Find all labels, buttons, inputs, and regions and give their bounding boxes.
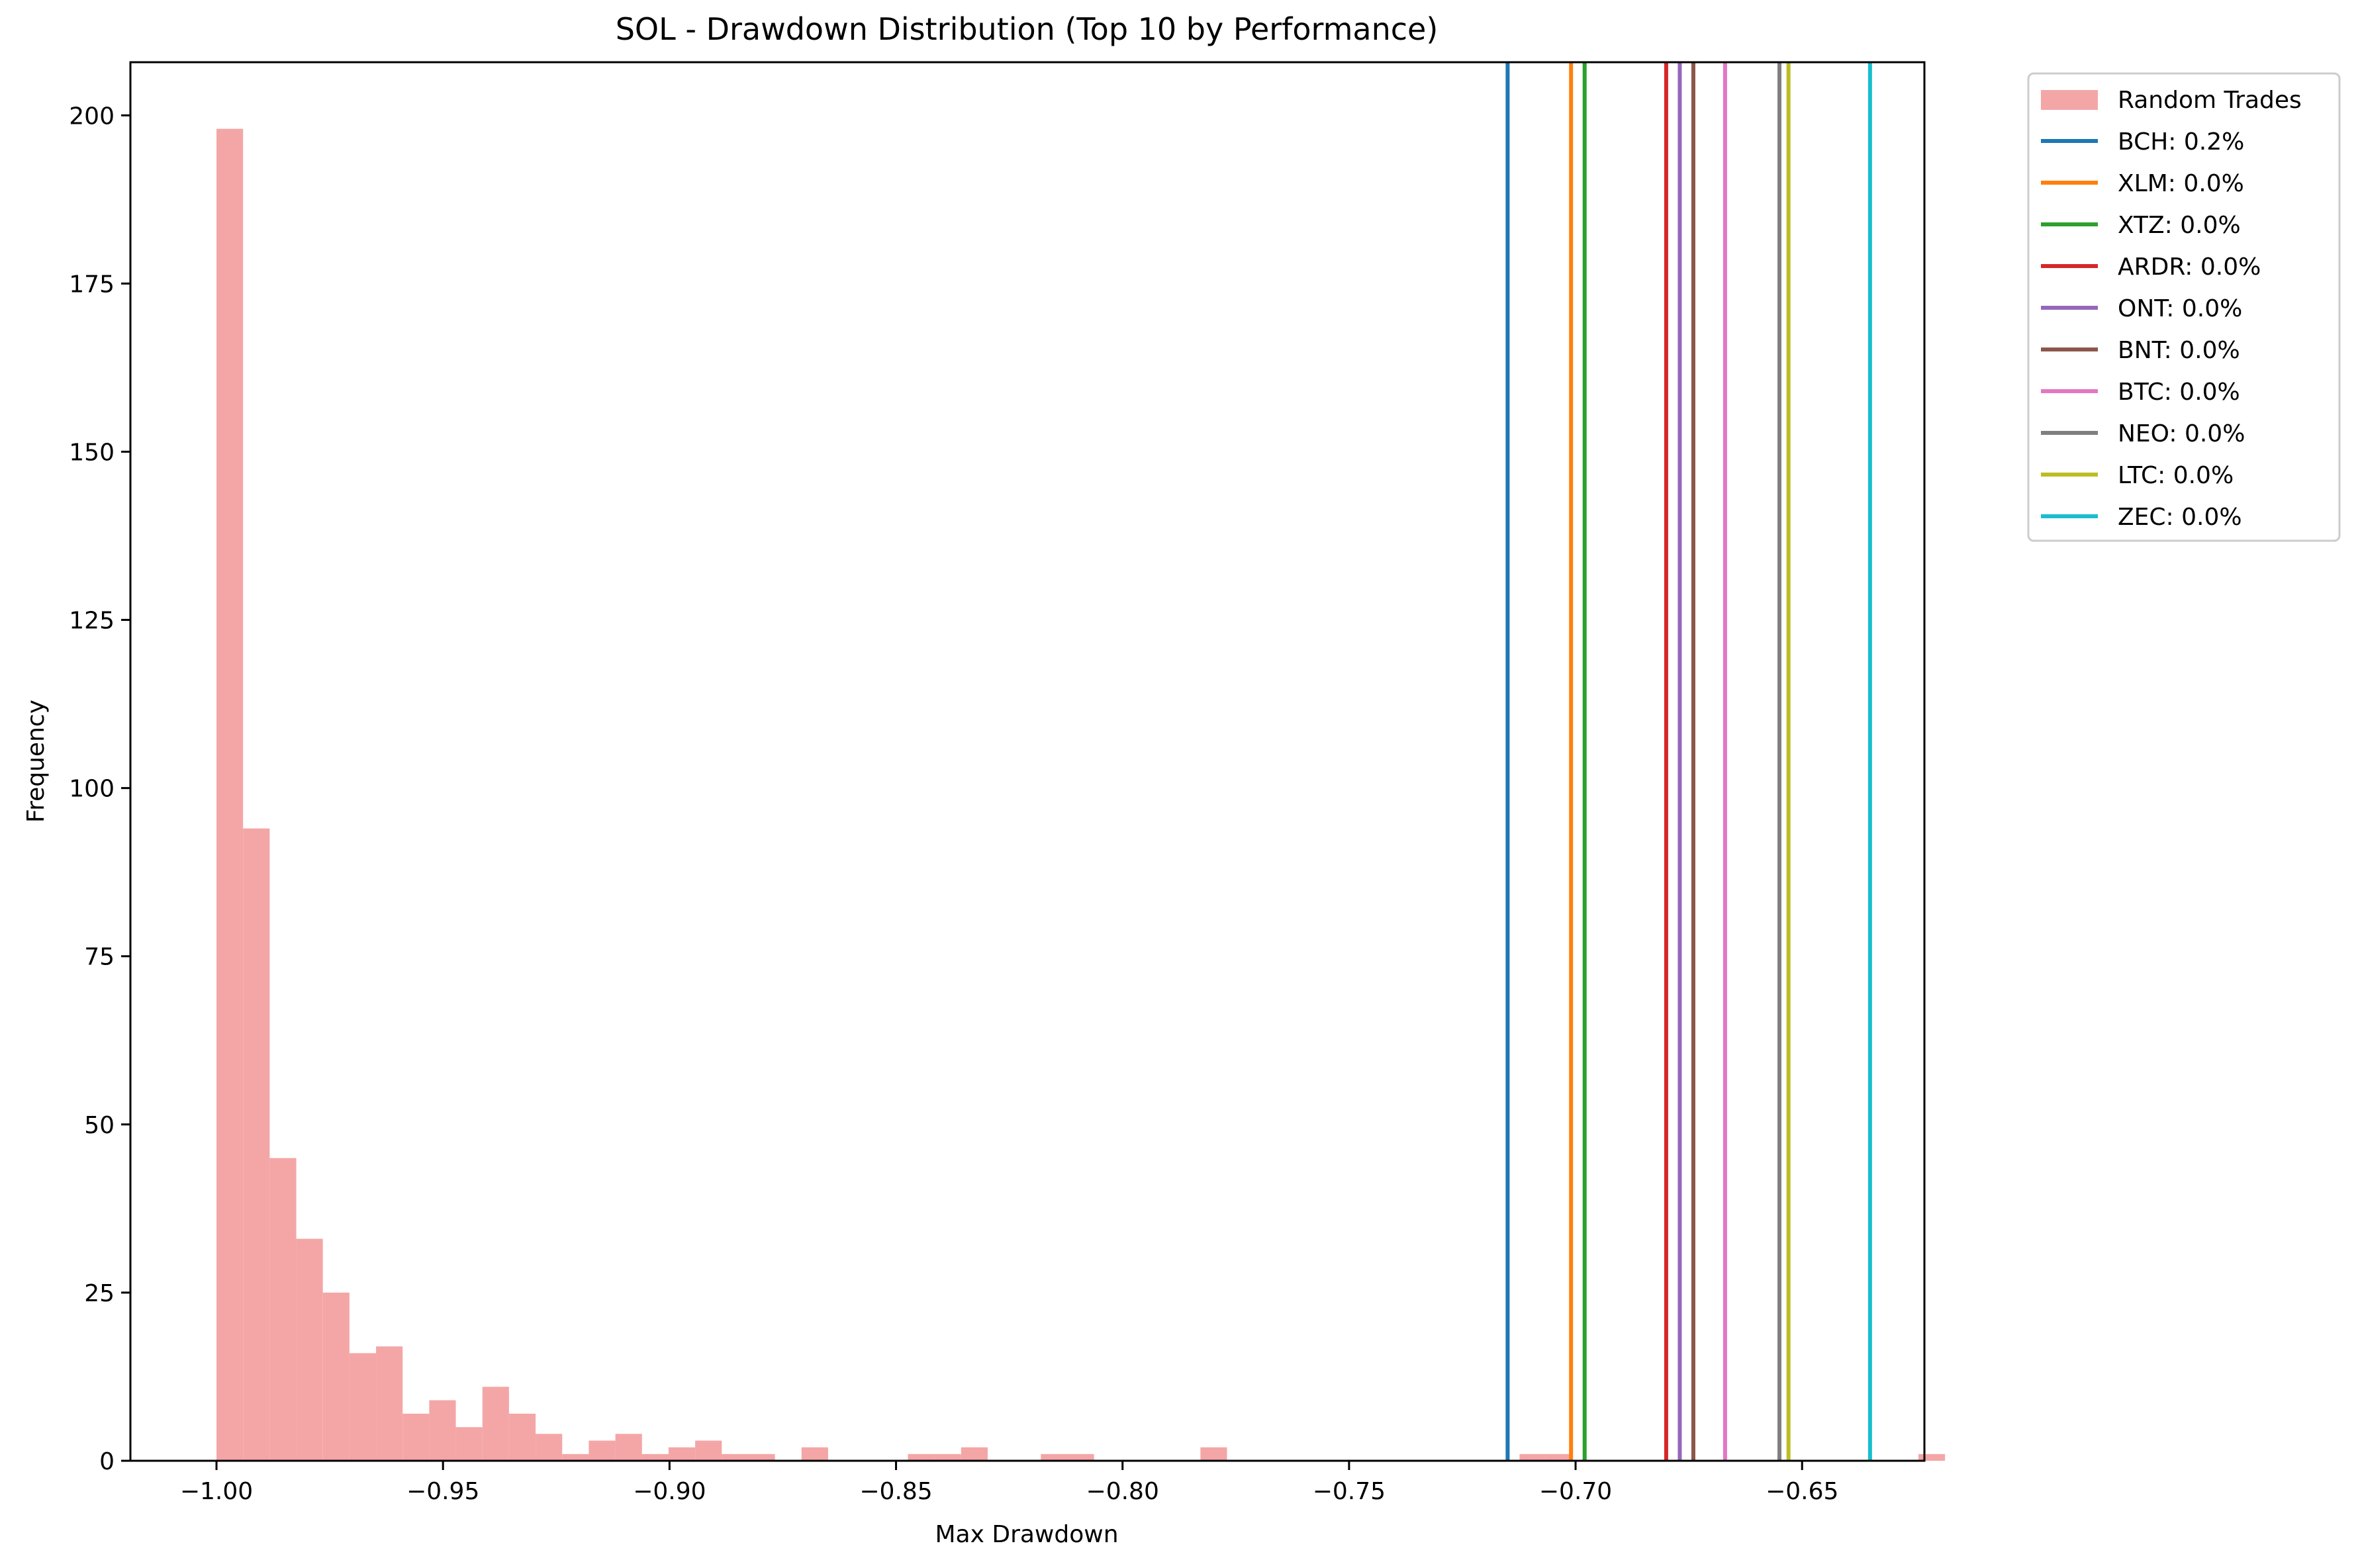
x-tick-label: −0.95 (406, 1478, 479, 1505)
histogram-bar (376, 1346, 403, 1461)
legend-label: XTZ: 0.0% (2118, 212, 2241, 239)
legend-label: BCH: 0.2% (2118, 128, 2244, 156)
y-tick-label: 0 (99, 1448, 115, 1475)
x-tick-label: −0.90 (633, 1478, 706, 1505)
vertical-lines (1505, 62, 1872, 1461)
x-axis-label: Max Drawdown (935, 1521, 1118, 1548)
x-tick-label: −0.80 (1086, 1478, 1159, 1505)
histogram-bar (668, 1447, 696, 1461)
legend: Random Trades BCH: 0.2% XLM: 0.0% XTZ: 0.0%… (2027, 72, 2341, 542)
histogram-bar (536, 1434, 563, 1461)
histogram-bar (695, 1440, 722, 1461)
x-tick-label: −1.00 (180, 1478, 253, 1505)
histogram-bar (934, 1453, 961, 1461)
histogram-bar (908, 1453, 935, 1461)
histogram-bar (1918, 1453, 1946, 1461)
legend-label: XLM: 0.0% (2118, 170, 2244, 197)
plot-area (129, 61, 1946, 1462)
histogram-bar (562, 1453, 589, 1461)
plot-frame (129, 61, 1926, 1462)
y-tick-label: 25 (84, 1280, 115, 1307)
y-tick-label: 125 (69, 608, 115, 635)
histogram-bar (1067, 1453, 1094, 1461)
histogram-bar (641, 1453, 669, 1461)
histogram-bar (1200, 1447, 1227, 1461)
legend-label: BTC: 0.0% (2118, 379, 2240, 406)
histogram-bar (961, 1447, 988, 1461)
x-tick-label: −0.75 (1313, 1478, 1386, 1505)
chart-title: SOL - Drawdown Distribution (Top 10 by P… (616, 11, 1439, 47)
histogram-bar (216, 128, 244, 1461)
legend-label: Random Trades (2118, 87, 2302, 114)
x-tick-label: −0.70 (1539, 1478, 1612, 1505)
histogram-bar (722, 1453, 749, 1461)
y-tick-label: 200 (69, 103, 115, 130)
histogram-bar (482, 1387, 509, 1461)
histogram-bar (1519, 1453, 1546, 1461)
x-axis: −1.00 −0.95 −0.90 −0.85 −0.80 −0.75 −0.70 −0.65 (180, 1461, 1838, 1505)
y-axis-label: Frequency (23, 700, 50, 823)
histogram-bar (1546, 1453, 1573, 1461)
histogram-bar (322, 1292, 350, 1461)
histogram-bar (615, 1434, 642, 1461)
histogram-bar (349, 1353, 377, 1461)
legend-swatch (2041, 90, 2098, 110)
histogram-bar (508, 1413, 536, 1461)
histogram-bar (801, 1447, 828, 1461)
y-tick-label: 175 (69, 271, 115, 298)
histogram-bar (402, 1413, 430, 1461)
legend-frame (2027, 72, 2341, 542)
legend-label: LTC: 0.0% (2118, 462, 2234, 489)
histogram-bar (429, 1400, 456, 1461)
legend-label: ARDR: 0.0% (2118, 254, 2261, 281)
x-tick-label: −0.85 (859, 1478, 932, 1505)
y-tick-label: 150 (69, 439, 115, 466)
y-tick-label: 100 (69, 776, 115, 803)
histogram-bar (748, 1453, 775, 1461)
histogram-bar (243, 828, 270, 1461)
legend-label: ONT: 0.0% (2118, 295, 2242, 322)
legend-label: BNT: 0.0% (2118, 337, 2240, 364)
x-tick-label: −0.65 (1766, 1478, 1838, 1505)
histogram-bar (269, 1158, 297, 1461)
legend-label: ZEC: 0.0% (2118, 504, 2242, 531)
y-axis: 0 25 50 75 100 125 150 175 200 (69, 103, 130, 1475)
y-tick-label: 50 (84, 1112, 115, 1139)
legend-items: Random Trades BCH: 0.2% XLM: 0.0% XTZ: 0.0%… (2041, 87, 2302, 531)
histogram-bars (216, 128, 1946, 1461)
histogram-bar (1041, 1453, 1068, 1461)
histogram-bar (296, 1238, 323, 1461)
histogram-bar (589, 1440, 616, 1461)
histogram-bar (455, 1427, 483, 1461)
plot-frame-background (130, 62, 1924, 1461)
legend-label: NEO: 0.0% (2118, 420, 2245, 447)
y-tick-label: 75 (84, 944, 115, 971)
